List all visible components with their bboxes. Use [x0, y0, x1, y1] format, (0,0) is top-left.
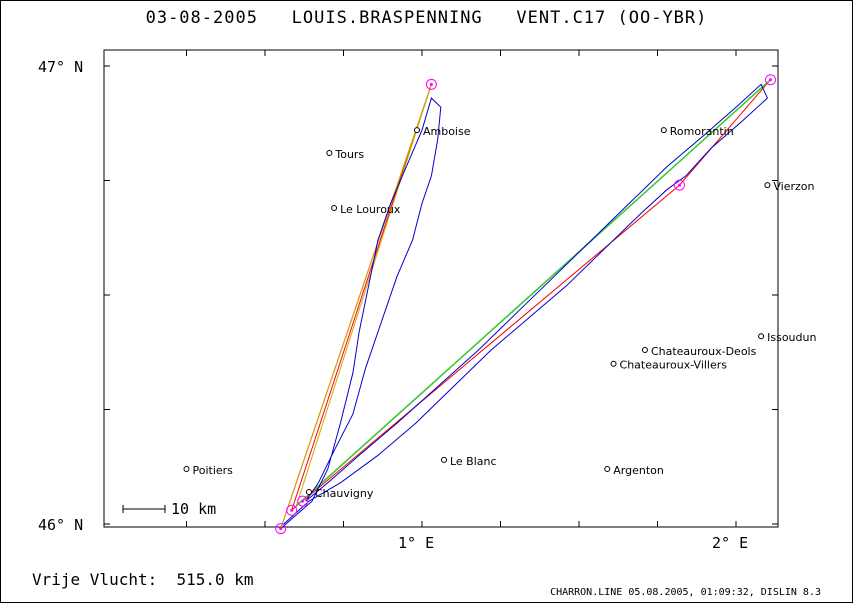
town-label: Poitiers — [193, 464, 234, 477]
turnpoint-center — [769, 78, 773, 82]
turnpoint-circle — [275, 523, 287, 535]
town-dot — [758, 333, 765, 340]
lat-bottom-label: 46° N — [38, 516, 83, 534]
town-label: Romorantin — [670, 125, 734, 138]
scale-bar-label: 10 km — [171, 500, 216, 518]
glider-id: VENT.C17 (OO-YBR) — [516, 8, 708, 28]
lat-top-label: 47° N — [38, 58, 83, 76]
town-dot — [183, 466, 190, 473]
distance-value: 515.0 km — [176, 570, 254, 589]
town-dot — [604, 466, 611, 473]
town-dot — [305, 488, 312, 495]
turnpoint-center — [429, 82, 433, 86]
town-label: Amboise — [423, 125, 471, 138]
flight-date: 03-08-2005 — [145, 8, 258, 28]
axis-ticks — [104, 50, 778, 527]
town-label: Chauvigny — [315, 487, 374, 500]
lon-1-label: 1° E — [398, 534, 434, 552]
plot-frame — [103, 49, 779, 528]
pilot-name: LOUIS.BRASPENNING — [291, 8, 483, 28]
town-dot — [331, 204, 338, 211]
town-label: Tours — [334, 148, 364, 161]
turnpoint-markers — [275, 74, 777, 535]
scale-bar: 10 km — [122, 500, 216, 518]
town-dot — [660, 127, 667, 134]
turnpoint-center — [279, 527, 283, 531]
town-label: Vierzon — [773, 180, 814, 193]
turnpoint-circle — [286, 504, 298, 516]
town-dot — [413, 127, 420, 134]
town-dot — [326, 150, 333, 157]
lon-2-label: 2° E — [712, 534, 748, 552]
town-dot — [641, 346, 648, 353]
track-line — [280, 83, 769, 529]
town-label: Chateauroux-Deols — [651, 345, 757, 358]
town-label: Le Blanc — [450, 455, 497, 468]
distance-label: Vrije Vlucht: — [32, 570, 158, 589]
town-label: Chateauroux-Villers — [620, 359, 728, 372]
town-label: Argenton — [613, 464, 664, 477]
town-dot — [440, 456, 447, 463]
turnpoint-circle — [297, 495, 309, 507]
town-markers: Amboise Tours Le Louroux Romorantin Vierzon I… — [183, 125, 816, 500]
town-dot — [764, 182, 771, 189]
map-title: 03-08-2005 LOUIS.BRASPENNING VENT.C17 (O… — [0, 8, 853, 28]
credit-line: CHARRON.LINE 05.08.2005, 01:09:32, DISLI… — [550, 587, 821, 598]
turnpoint-circle — [765, 74, 777, 86]
turnpoint-circle — [673, 179, 685, 191]
turnpoint-center — [677, 183, 681, 187]
wind-leg-line — [295, 79, 772, 507]
town-label: Issoudun — [767, 331, 816, 344]
turnpoint-center — [290, 508, 294, 512]
turnpoint-circle — [425, 78, 437, 90]
distance-readout: Vrije Vlucht: 515.0 km — [32, 570, 254, 589]
turnpoint-center — [301, 499, 305, 503]
town-label: Le Louroux — [340, 203, 401, 216]
town-dot — [610, 360, 617, 367]
flight-track — [280, 83, 769, 529]
